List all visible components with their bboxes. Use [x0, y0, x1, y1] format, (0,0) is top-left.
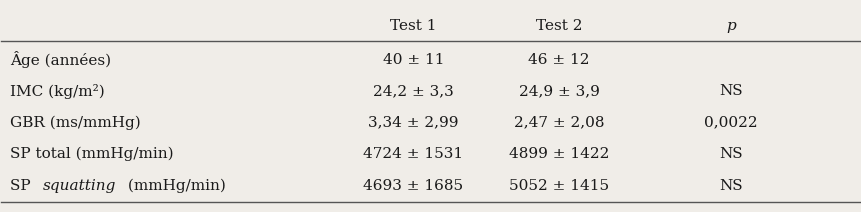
Text: 24,2 ± 3,3: 24,2 ± 3,3: [373, 84, 454, 98]
Text: 0,0022: 0,0022: [704, 116, 758, 130]
Text: SP: SP: [10, 179, 35, 192]
Text: p: p: [726, 20, 736, 33]
Text: Test 1: Test 1: [390, 20, 437, 33]
Text: NS: NS: [719, 84, 743, 98]
Text: 40 ± 11: 40 ± 11: [382, 53, 444, 67]
Text: 3,34 ± 2,99: 3,34 ± 2,99: [369, 116, 459, 130]
Text: GBR (ms/mmHg): GBR (ms/mmHg): [10, 116, 140, 130]
Text: 2,47 ± 2,08: 2,47 ± 2,08: [514, 116, 604, 130]
Text: IMC (kg/m²): IMC (kg/m²): [10, 84, 105, 99]
Text: 46 ± 12: 46 ± 12: [529, 53, 590, 67]
Text: 4899 ± 1422: 4899 ± 1422: [509, 147, 610, 161]
Text: Test 2: Test 2: [536, 20, 583, 33]
Text: 5052 ± 1415: 5052 ± 1415: [509, 179, 610, 192]
Text: Âge (années): Âge (années): [10, 52, 111, 68]
Text: 4693 ± 1685: 4693 ± 1685: [363, 179, 463, 192]
Text: NS: NS: [719, 147, 743, 161]
Text: 24,9 ± 3,9: 24,9 ± 3,9: [519, 84, 599, 98]
Text: SP total (mmHg/min): SP total (mmHg/min): [10, 147, 174, 161]
Text: 4724 ± 1531: 4724 ± 1531: [363, 147, 463, 161]
Text: NS: NS: [719, 179, 743, 192]
Text: (mmHg/min): (mmHg/min): [123, 178, 226, 193]
Text: squatting: squatting: [42, 179, 116, 192]
